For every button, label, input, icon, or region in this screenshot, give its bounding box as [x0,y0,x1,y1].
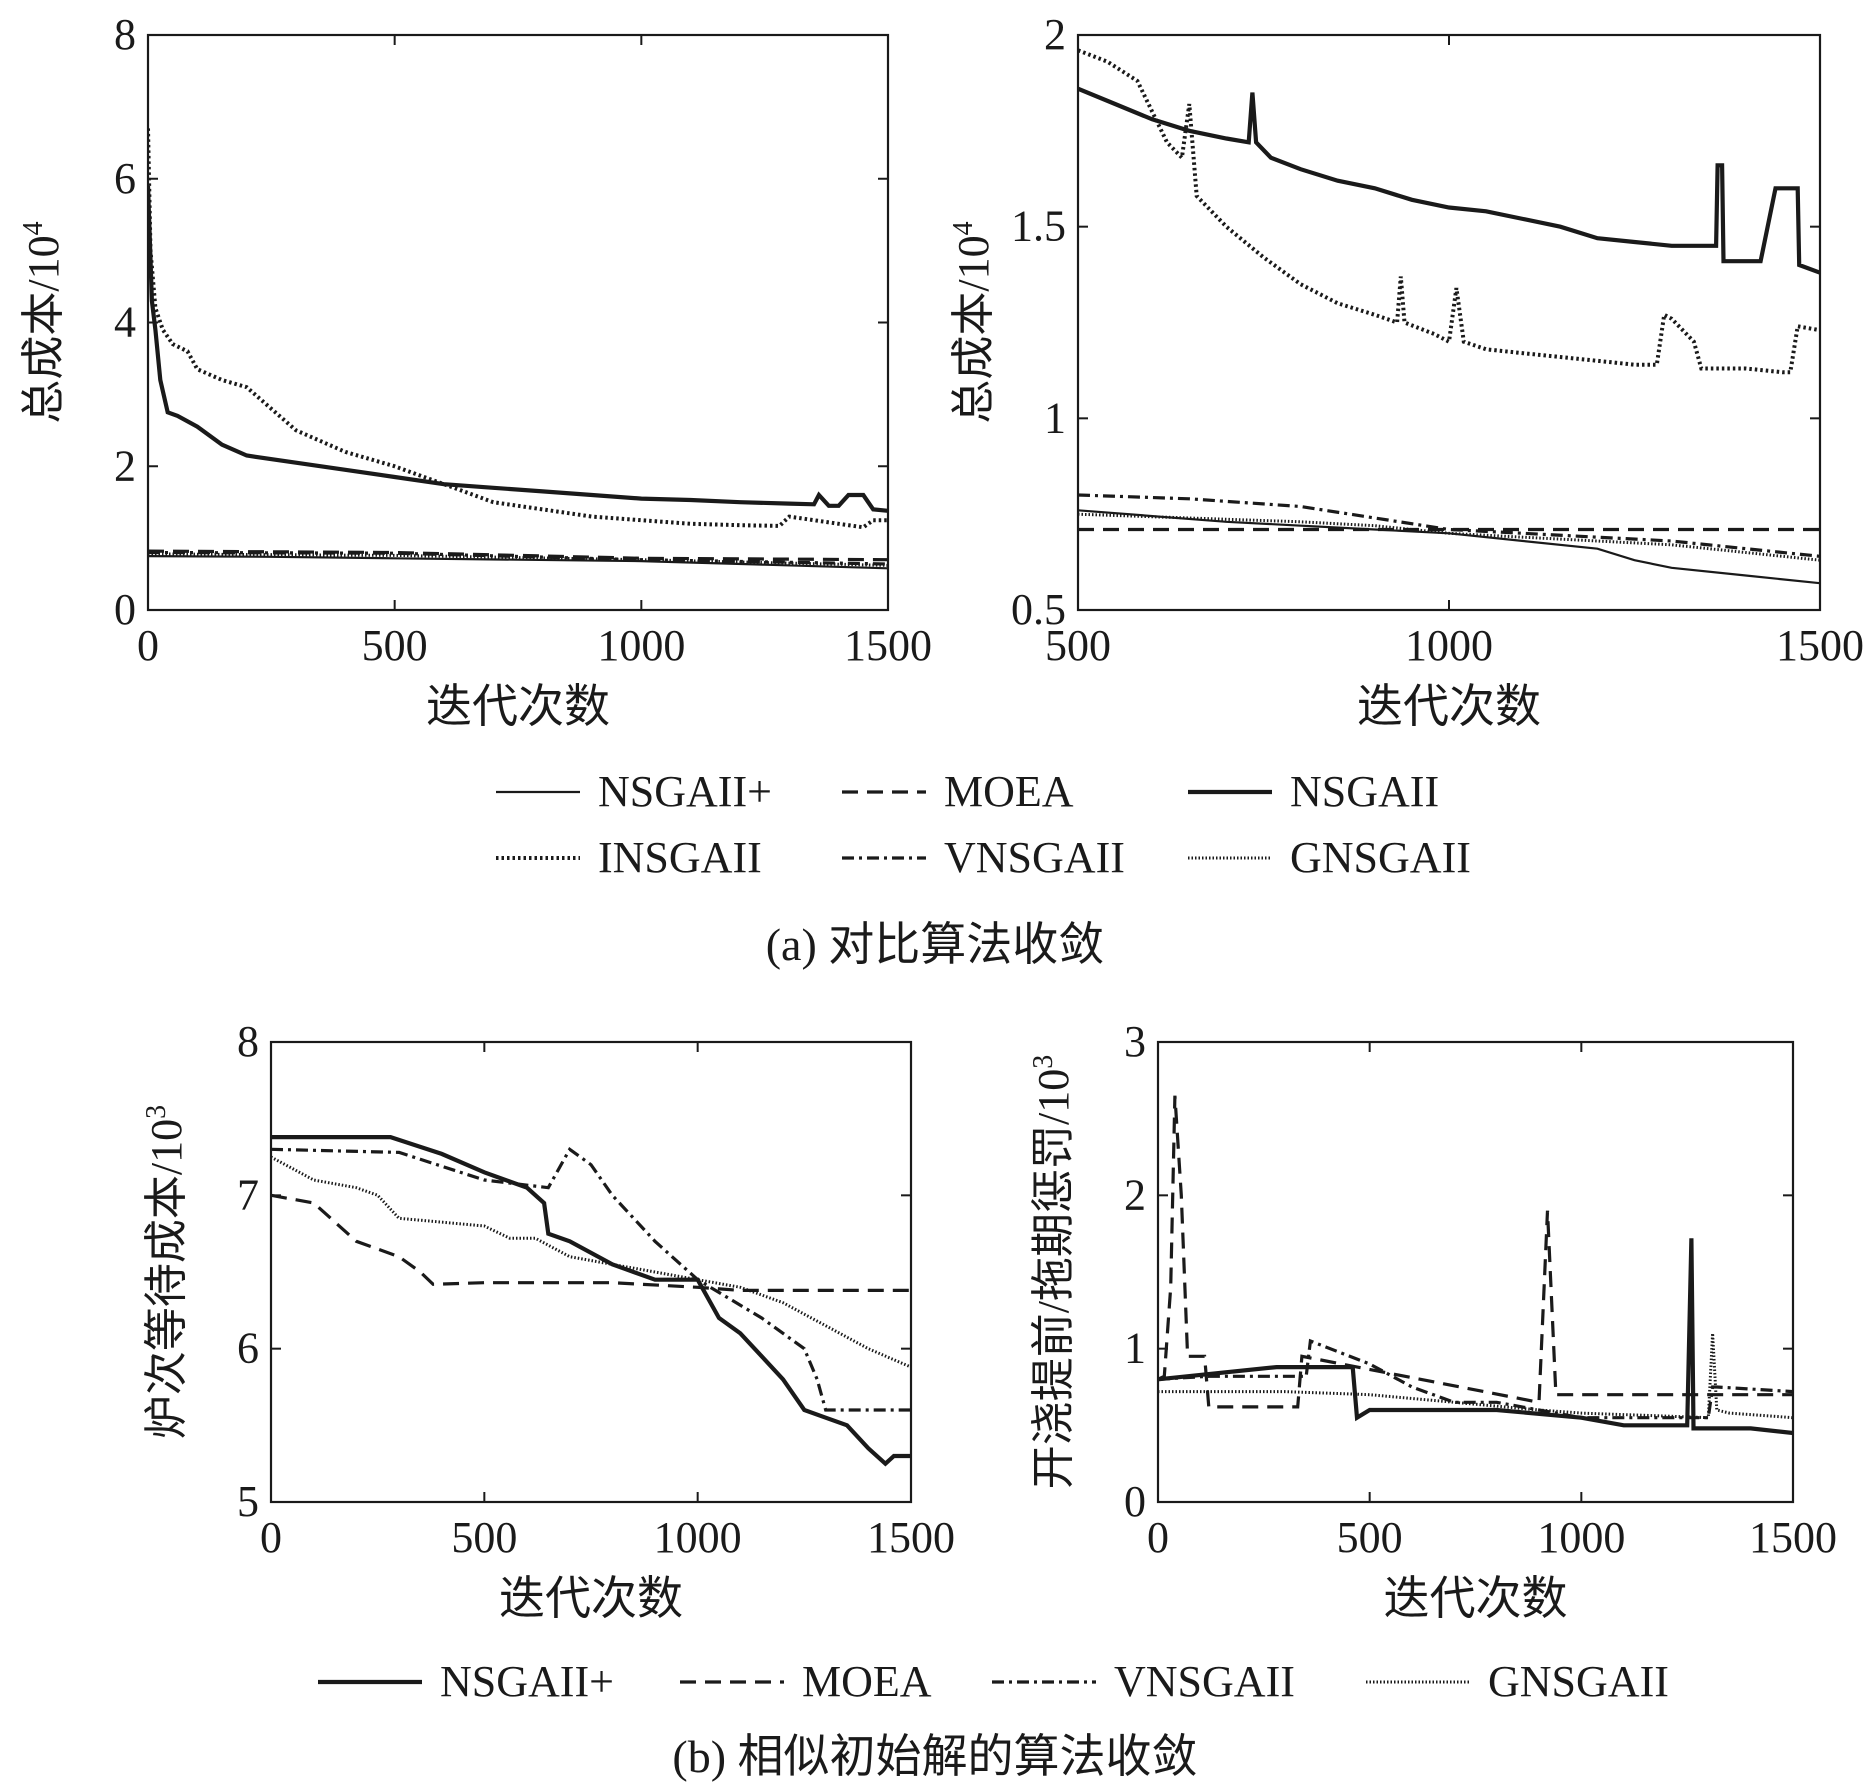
y-tick-label: 5 [237,1477,259,1526]
series-gnsgaii-line [1158,1333,1793,1420]
plot-b-left: 0 500 1000 1500 5 6 7 8 迭代次数 炉次等待成本/103 [141,1017,955,1624]
legend-label: INSGAII [598,833,762,882]
y-tick-label: 0.5 [1011,585,1066,634]
series-gnsgaii-line [148,552,888,567]
y-axis-label-exponent: 4 [18,221,49,235]
caption-b: (b) 相似初始解的算法收敛 [672,1731,1197,1782]
plot-frame [269,1040,913,1504]
x-tick-label: 500 [362,621,428,670]
series-vnsgaii-line [1078,493,1820,558]
x-tick-label: 1500 [1749,1513,1837,1562]
series-nsgaii-plus-line [1078,509,1820,585]
y-tick-label: 2 [1124,1170,1146,1219]
series-vnsgaii-line [1158,1338,1793,1420]
series-nsgaii-line [148,185,888,513]
legend-b: NSGAII+ MOEA VNSGAII GNSGAII [318,1657,1669,1706]
x-axis-label: 迭代次数 [1357,681,1541,732]
series-nsgaii-plus-line [148,554,888,570]
legend-label: GNSGAII [1290,833,1471,882]
series-nsgaii-plus-line [271,1134,911,1467]
y-axis-label: 炉次等待成本/103 [141,1105,191,1439]
legend-label: NSGAII+ [440,1657,614,1706]
x-tick-label: 1500 [844,621,932,670]
x-tick-label: 1500 [1776,621,1864,670]
y-axis-label-exponent: 3 [1028,1055,1059,1069]
plot-frame [1076,33,1822,612]
x-tick-label: 1000 [1537,1513,1625,1562]
x-axis-label: 迭代次数 [1384,1573,1568,1624]
x-tick-label: 0 [137,621,159,670]
legend-a: NSGAII+ MOEA NSGAII INSGAII VNSGAII GNSGAII [496,767,1471,882]
y-axis-label: 总成本/104 [948,221,998,423]
legend-label: VNSGAII [1114,1657,1295,1706]
x-tick-label: 500 [451,1513,517,1562]
y-tick-label: 0 [114,585,136,634]
x-tick-label: 0 [1147,1513,1169,1562]
legend-label: VNSGAII [944,833,1125,882]
x-axis-label: 迭代次数 [426,681,610,732]
legend-label: MOEA [944,767,1074,816]
caption-a: (a) 对比算法收敛 [766,919,1105,970]
y-tick-label: 1 [1124,1324,1146,1373]
plot-a-right: 500 1000 1500 0.5 1 1.5 2 迭代次数 总成本/104 [948,10,1864,732]
series-gnsgaii-line [271,1155,911,1369]
x-tick-label: 1000 [1405,621,1493,670]
y-axis-label: 开浇提前/拖期惩罚/103 [1028,1055,1078,1489]
plot-frame [146,33,890,612]
legend-label: NSGAII [1290,767,1439,816]
y-tick-label: 8 [114,10,136,59]
series-gnsgaii-line [1078,512,1820,562]
series-moea-line [271,1193,911,1293]
series-moea-line [1158,1095,1793,1409]
y-tick-label: 2 [1044,10,1066,59]
series-nsgaii-plus-line [1158,1238,1793,1436]
legend-label: NSGAII+ [598,767,772,816]
y-tick-label: 7 [237,1170,259,1219]
series-insgaii-line [148,128,888,530]
y-tick-label: 1.5 [1011,202,1066,251]
series-vnsgaii-line [271,1146,911,1412]
y-tick-label: 0 [1124,1477,1146,1526]
y-axis-label: 总成本/104 [18,221,68,423]
x-tick-label: 1000 [654,1513,742,1562]
y-tick-label: 6 [114,154,136,203]
y-axis-label-exponent: 4 [948,221,979,235]
x-axis-label: 迭代次数 [499,1573,683,1624]
plot-a-left: 0 500 1000 1500 0 2 4 6 8 迭代次数 总成本/104 [18,10,932,732]
series-nsgaii-line [1078,86,1820,275]
x-tick-label: 0 [260,1513,282,1562]
x-tick-label: 1000 [597,621,685,670]
plot-b-right: 0 500 1000 1500 0 1 2 3 迭代次数 开浇提前/拖期惩罚/103 [1028,1017,1837,1624]
legend-label: MOEA [802,1657,932,1706]
y-axis-label-exponent: 3 [141,1105,172,1119]
plot-frame [1156,1040,1795,1504]
y-tick-label: 2 [114,441,136,490]
y-tick-label: 6 [237,1324,259,1373]
y-tick-label: 3 [1124,1017,1146,1066]
x-tick-label: 500 [1337,1513,1403,1562]
x-tick-label: 500 [1045,621,1111,670]
y-tick-label: 8 [237,1017,259,1066]
y-tick-label: 1 [1044,393,1066,442]
y-tick-label: 4 [114,298,136,347]
x-tick-label: 1500 [867,1513,955,1562]
series-insgaii-line [1078,48,1820,375]
legend-label: GNSGAII [1488,1657,1669,1706]
